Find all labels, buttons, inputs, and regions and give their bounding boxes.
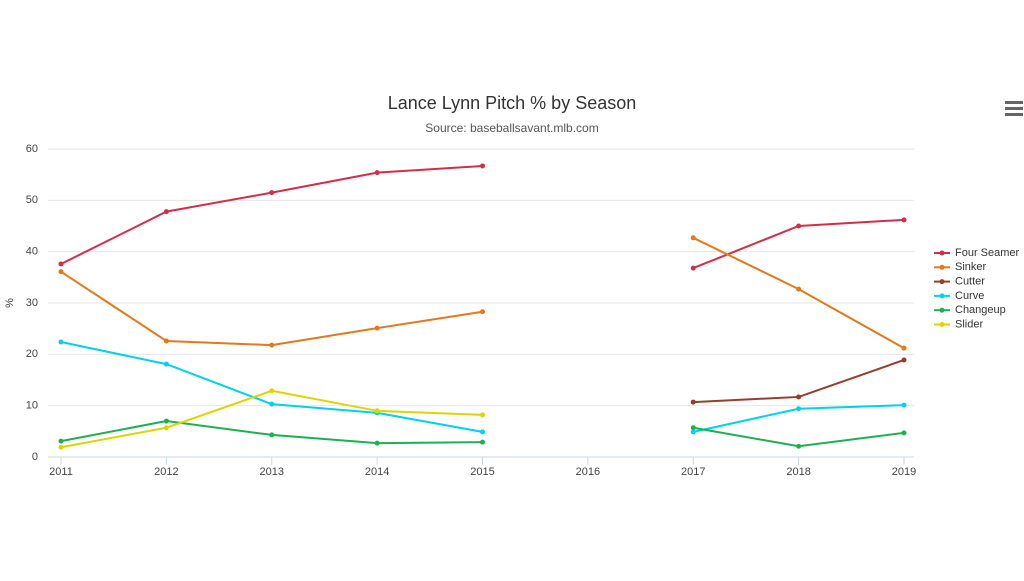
data-point — [690, 265, 696, 271]
legend-label: Sinker — [955, 261, 987, 273]
legend-swatch — [939, 279, 945, 285]
y-tick-label: 20 — [26, 348, 38, 360]
data-point — [58, 339, 64, 345]
data-point — [58, 444, 64, 450]
legend-label: Cutter — [955, 276, 985, 288]
legend-label: Four Seamer — [955, 247, 1020, 259]
chart-subtitle: Source: baseballsavant.mlb.com — [425, 121, 598, 135]
data-point — [480, 412, 485, 418]
data-point — [374, 170, 380, 176]
data-point — [374, 325, 380, 331]
y-tick-label: 0 — [32, 451, 38, 463]
legend-swatch — [939, 307, 945, 313]
data-point — [901, 345, 907, 351]
legend-label: Changeup — [955, 304, 1006, 316]
data-point — [480, 163, 485, 169]
data-point — [901, 357, 907, 363]
data-point — [480, 429, 485, 435]
menu-bar[interactable] — [1005, 107, 1023, 110]
data-point — [374, 408, 380, 414]
data-point — [269, 401, 275, 407]
menu-bar[interactable] — [1005, 101, 1023, 104]
data-point — [480, 439, 485, 445]
data-point — [269, 432, 275, 438]
legend-label: Slider — [955, 318, 983, 330]
data-point — [796, 443, 802, 449]
x-tick-label: 2015 — [470, 466, 494, 478]
legend-swatch — [939, 322, 945, 327]
data-point — [690, 429, 696, 435]
legend-swatch — [939, 264, 945, 270]
data-point — [796, 394, 802, 400]
data-point — [58, 261, 64, 267]
y-tick-label: 30 — [26, 297, 38, 309]
menu-bar[interactable] — [1005, 113, 1023, 116]
legend-label: Curve — [955, 290, 984, 302]
x-tick-label: 2017 — [681, 466, 705, 478]
legend-swatch — [939, 293, 945, 299]
legend-swatch — [939, 250, 945, 256]
y-tick-label: 40 — [26, 246, 38, 258]
data-point — [163, 418, 169, 424]
data-point — [796, 406, 802, 412]
data-point — [901, 217, 907, 223]
data-point — [796, 223, 802, 229]
y-tick-label: 60 — [26, 143, 38, 155]
chart-title: Lance Lynn Pitch % by Season — [388, 93, 637, 113]
data-point — [269, 190, 275, 196]
x-tick-label: 2012 — [154, 466, 178, 478]
data-point — [901, 402, 907, 408]
data-point — [374, 440, 380, 446]
y-tick-label: 10 — [26, 400, 38, 412]
data-point — [690, 425, 696, 431]
x-tick-label: 2013 — [260, 466, 284, 478]
data-point — [58, 438, 64, 444]
x-tick-label: 2019 — [892, 466, 916, 478]
data-point — [690, 399, 696, 405]
y-tick-label: 50 — [26, 194, 38, 206]
data-point — [163, 338, 169, 344]
data-point — [163, 361, 169, 367]
data-point — [796, 286, 802, 292]
data-point — [269, 342, 275, 348]
x-tick-label: 2014 — [365, 466, 389, 478]
data-point — [58, 269, 64, 275]
x-tick-label: 2016 — [576, 466, 600, 478]
data-point — [480, 309, 485, 315]
data-point — [163, 425, 169, 431]
data-point — [163, 209, 169, 215]
y-axis-label: % — [4, 298, 16, 308]
data-point — [269, 388, 275, 394]
data-point — [690, 235, 696, 241]
x-tick-label: 2011 — [49, 466, 73, 478]
x-tick-label: 2018 — [786, 466, 810, 478]
menu-button[interactable] — [1005, 101, 1023, 116]
data-point — [901, 430, 907, 436]
